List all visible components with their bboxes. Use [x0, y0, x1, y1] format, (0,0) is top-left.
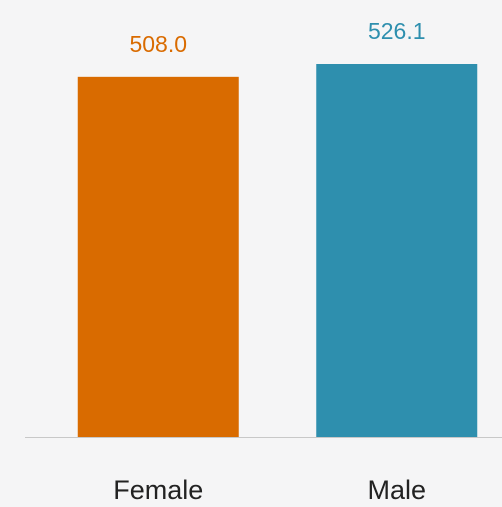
- bar: [316, 64, 478, 437]
- value-label: 526.1: [368, 18, 426, 44]
- value-label: 508.0: [129, 31, 187, 57]
- x-tick-label: Male: [367, 475, 426, 505]
- bar: [77, 76, 239, 437]
- x-tick-label: Female: [113, 475, 203, 505]
